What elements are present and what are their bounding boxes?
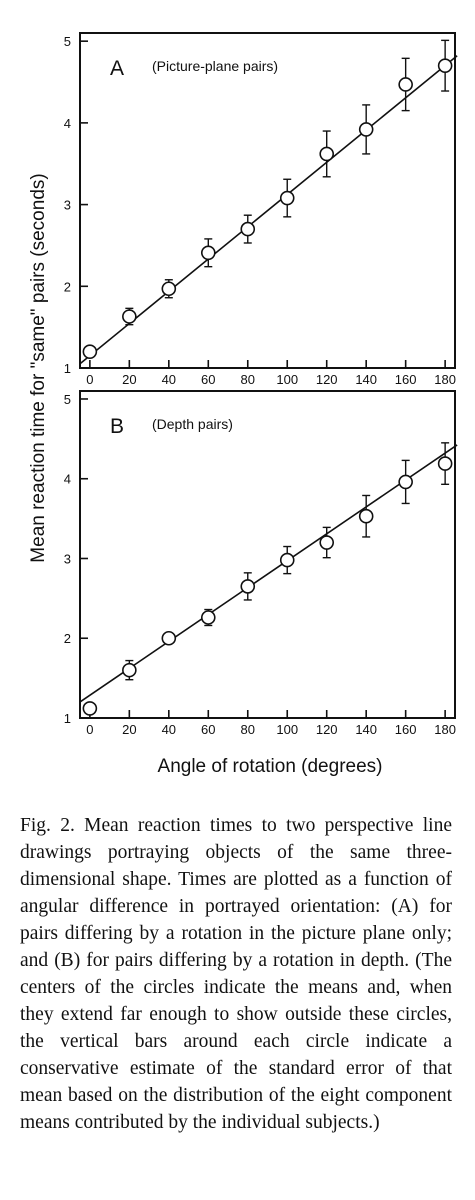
panel-b-data-point <box>161 630 177 646</box>
panel-b-y-tick-label: 5 <box>64 392 71 407</box>
panel-a-x-tick-label: 160 <box>395 372 417 387</box>
panel-b-x-tick-label: 120 <box>316 722 338 737</box>
panel-b-data-point <box>122 662 137 678</box>
panel-a-x-tick-label: 100 <box>276 372 298 387</box>
panel-a-data-point <box>240 221 256 237</box>
panel-b-data-point <box>240 579 256 594</box>
panel-a-data-point <box>279 190 295 206</box>
panel-b-x-tick-label: 100 <box>276 722 298 737</box>
panel-a-data-point <box>358 122 374 137</box>
panel-b-x-tick-label: 160 <box>395 722 417 737</box>
panel-a-x-tick-label: 0 <box>86 372 93 387</box>
panel-a-data-point <box>437 58 453 73</box>
panel-b-plot-frame <box>79 390 456 719</box>
panel-a-y-tick-label: 4 <box>64 116 71 131</box>
panel-a-x-tick-label: 180 <box>434 372 456 387</box>
panel-a-x-tick-label: 140 <box>355 372 377 387</box>
panel-b-y-tick-label: 3 <box>64 551 71 566</box>
panel-b-y-tick-label: 1 <box>64 711 71 726</box>
panel-b-data-point <box>398 474 413 490</box>
panel-a-title: (Picture-plane pairs) <box>152 58 278 74</box>
panel-b-x-tick-label: 60 <box>201 722 215 737</box>
panel-b-data-point <box>82 701 98 716</box>
panel-a-data-point <box>319 146 335 162</box>
panel-b-data-point <box>279 552 295 568</box>
panel-a-data-point <box>161 281 177 297</box>
panel-a-data-point <box>82 344 98 359</box>
panel-a-y-tick-label: 2 <box>64 279 71 294</box>
panel-b-data-point <box>358 508 374 524</box>
panel-a-x-tick-label: 20 <box>122 372 136 387</box>
panel-b-x-tick-label: 40 <box>162 722 176 737</box>
panel-b-x-tick-label: 180 <box>434 722 456 737</box>
panel-b-title: (Depth pairs) <box>152 416 233 432</box>
panel-a: 1 2 3 4 5 0 20 40 60 80 100 120 140 160 180 A (Picture-p… <box>64 32 458 387</box>
panel-a-data-point <box>122 309 137 324</box>
panel-b-data-point <box>437 456 453 471</box>
panel-b: 1 2 3 4 5 0 20 40 60 80 100 120 140 160 180 B (Depth pai… <box>64 390 458 737</box>
panel-a-letter: A <box>110 57 124 80</box>
panel-a-y-tick-label: 1 <box>64 361 71 376</box>
panel-a-x-tick-label: 40 <box>162 372 176 387</box>
panel-a-y-tick-label: 3 <box>64 198 71 213</box>
panel-a-x-tick-label: 60 <box>201 372 215 387</box>
panel-b-data-point <box>319 535 335 550</box>
x-axis-label: Angle of rotation (degrees) <box>158 756 383 777</box>
panel-a-fit-line <box>79 55 458 365</box>
panel-b-y-tick-label: 2 <box>64 631 71 646</box>
panel-a-data-point <box>200 245 216 261</box>
figure-caption: Fig. 2. Mean reaction times to two persp… <box>20 815 452 1133</box>
panel-a-data-point <box>398 77 413 92</box>
panel-b-x-tick-label: 80 <box>241 722 255 737</box>
y-axis-label: Mean reaction time for "same" pairs (sec… <box>28 173 49 562</box>
panel-a-x-tick-label: 80 <box>241 372 255 387</box>
panel-b-x-tick-label: 20 <box>122 722 136 737</box>
panel-b-letter: B <box>110 415 124 438</box>
panel-b-x-tick-label: 0 <box>86 722 93 737</box>
panel-b-y-tick-label: 4 <box>64 472 71 487</box>
panel-b-data-point <box>200 610 216 625</box>
panel-b-fit-line <box>79 444 458 703</box>
panel-b-x-tick-label: 140 <box>355 722 377 737</box>
panel-a-x-tick-label: 120 <box>316 372 338 387</box>
panel-a-plot-frame <box>79 32 456 369</box>
panel-a-y-tick-label: 5 <box>64 34 71 49</box>
